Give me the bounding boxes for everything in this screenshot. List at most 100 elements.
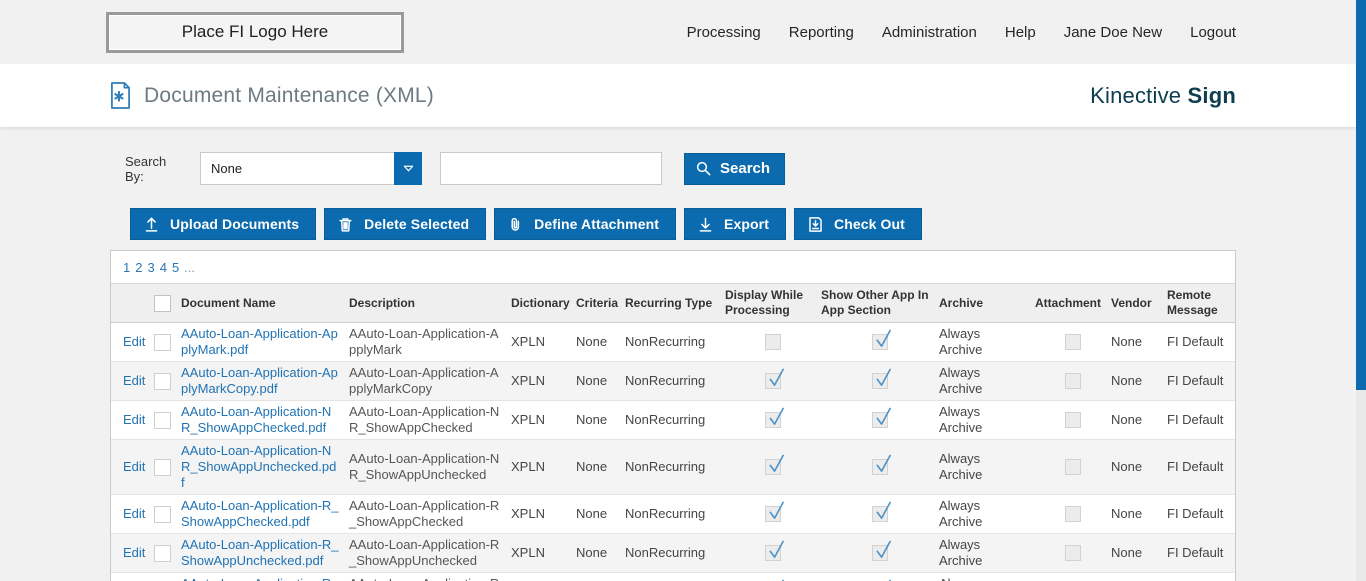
search-input[interactable] <box>440 152 662 185</box>
scrollbar-thumb[interactable] <box>1356 0 1366 390</box>
row-select-checkbox[interactable] <box>154 372 171 390</box>
row-select-checkbox[interactable] <box>154 411 171 429</box>
page-ellipsis[interactable]: ... <box>184 260 196 275</box>
define-attachment-button[interactable]: Define Attachment <box>494 208 677 240</box>
row-select-checkbox[interactable] <box>154 544 171 562</box>
edit-link[interactable]: Edit <box>123 373 146 388</box>
display-while-processing-checkbox <box>765 368 784 390</box>
search-button[interactable]: Search <box>684 152 786 185</box>
document-name-link[interactable]: AAuto-Loan-Application-R_ShowAppChecked.… <box>181 498 339 529</box>
description-cell: AAuto-Loan-Application-ApplyMark <box>349 326 499 357</box>
document-name-link[interactable]: AAuto-Loan-Application-RS-AFD731-test.pd… <box>181 576 339 581</box>
vendor-cell: None <box>1111 573 1167 581</box>
page-link-4[interactable]: 4 <box>159 260 167 275</box>
search-by-label: Search By: <box>125 153 167 184</box>
vertical-scrollbar <box>1356 0 1366 581</box>
edit-link[interactable]: Edit <box>123 506 146 521</box>
delete-selected-button[interactable]: Delete Selected <box>324 208 487 240</box>
remote-message-cell: FI Default <box>1167 573 1235 581</box>
edit-link[interactable]: Edit <box>123 412 146 427</box>
chevron-down-icon[interactable] <box>394 152 422 185</box>
vendor-cell: None <box>1111 334 1143 349</box>
recurring-type-cell: NonRecurring <box>625 459 706 474</box>
toolbar: Upload Documents Delete Selected Define At… <box>130 208 1236 240</box>
row-select-checkbox[interactable] <box>154 333 171 351</box>
remote-message-cell: FI Default <box>1167 506 1224 521</box>
dictionary-cell: XPLN <box>511 545 545 560</box>
search-by-select[interactable]: None <box>200 152 422 185</box>
export-button[interactable]: Export <box>684 208 786 240</box>
remote-message-cell: FI Default <box>1167 373 1224 388</box>
nav-item-processing[interactable]: Processing <box>686 23 761 41</box>
archive-cell: Always Archive <box>939 365 983 396</box>
vendor-cell: None <box>1111 412 1143 427</box>
fi-logo-placeholder: Place FI Logo Here <box>106 11 404 53</box>
page-link-2[interactable]: 2 <box>135 260 143 275</box>
button-label: Upload Documents <box>170 216 300 232</box>
recurring-type-cell: NonRecurring <box>625 545 706 560</box>
dictionary-cell: XPLN <box>511 573 576 581</box>
row-select-checkbox[interactable] <box>154 458 171 476</box>
recurring-type-cell: NonRecurring <box>625 334 706 349</box>
attachment-checkbox <box>1065 373 1081 390</box>
attachment-checkbox <box>1065 545 1081 562</box>
dictionary-cell: XPLN <box>511 459 545 474</box>
document-name-link[interactable]: AAuto-Loan-Application-ApplyMarkCopy.pdf <box>181 365 338 396</box>
document-name-link[interactable]: AAuto-Loan-Application-ApplyMark.pdf <box>181 326 338 357</box>
search-button-label: Search <box>720 160 771 177</box>
col-document-name: Document Name <box>181 283 349 323</box>
document-name-link[interactable]: AAuto-Loan-Application-NR_ShowAppChecked… <box>181 404 332 435</box>
nav-item-administration[interactable]: Administration <box>881 23 977 41</box>
edit-link[interactable]: Edit <box>123 459 146 474</box>
vendor-cell: None <box>1111 545 1143 560</box>
remote-message-cell: FI Default <box>1167 545 1224 560</box>
criteria-cell: None <box>576 459 608 474</box>
nav-item-reporting[interactable]: Reporting <box>788 23 854 41</box>
check-out-button[interactable]: Check Out <box>794 208 922 240</box>
export-icon <box>697 216 714 233</box>
document-name-link[interactable]: AAuto-Loan-Application-NR_ShowAppUncheck… <box>181 443 337 490</box>
attachment-checkbox <box>1065 506 1081 523</box>
col-vendor: Vendor <box>1111 283 1167 323</box>
col-remote-message: Remote Message <box>1167 283 1235 323</box>
attachment-checkbox <box>1065 334 1081 351</box>
button-label: Check Out <box>834 216 905 232</box>
col-criteria: Criteria <box>576 283 625 323</box>
nav-item-jane-doe-new[interactable]: Jane Doe New <box>1063 23 1163 41</box>
row-select-checkbox[interactable] <box>154 505 171 523</box>
select-all-checkbox[interactable] <box>154 294 171 312</box>
nav-item-help[interactable]: Help <box>1004 23 1036 41</box>
button-label: Delete Selected <box>364 216 470 232</box>
search-by-selected-value: None <box>211 161 243 176</box>
upload-icon <box>143 216 160 233</box>
recurring-type-cell: NonRecurring <box>625 506 706 521</box>
brand-product: Sign <box>1187 82 1236 108</box>
nav-item-logout[interactable]: Logout <box>1190 23 1236 41</box>
page-link-5[interactable]: 5 <box>171 260 180 275</box>
vendor-cell: None <box>1111 459 1143 474</box>
checkout-icon <box>807 216 824 233</box>
title-band: Document Maintenance (XML) Kinective Sig… <box>0 64 1356 127</box>
edit-link[interactable]: Edit <box>123 545 146 560</box>
description-cell: AAuto-Loan-Application-ApplyMarkCopy <box>349 365 499 396</box>
show-other-app-checkbox <box>872 540 891 562</box>
page-link-3[interactable]: 3 <box>147 260 155 275</box>
criteria-cell: None <box>576 506 608 521</box>
recurring-type-cell: NonRecurring <box>625 573 725 581</box>
brand-logo: Kinective Sign <box>1090 83 1236 109</box>
document-name-link[interactable]: AAuto-Loan-Application-R_ShowAppUnchecke… <box>181 537 339 568</box>
show-other-app-checkbox <box>872 329 891 351</box>
xml-document-icon <box>108 81 133 110</box>
archive-cell: Always Archive <box>939 537 983 568</box>
table-row: Edit AAuto-Loan-Application-R_ShowAppUnc… <box>111 533 1235 573</box>
recurring-type-cell: NonRecurring <box>625 373 706 388</box>
display-while-processing-checkbox <box>765 407 784 429</box>
page-link-1[interactable]: 1 <box>123 260 131 275</box>
description-cell: AAuto-Loan-Application-R_ShowAppUnchecke… <box>349 537 500 568</box>
upload-documents-button[interactable]: Upload Documents <box>130 208 317 240</box>
remote-message-cell: FI Default <box>1167 459 1224 474</box>
show-other-app-checkbox <box>872 454 891 476</box>
edit-link[interactable]: Edit <box>123 334 146 349</box>
col-display-while-processing: Display While Processing <box>725 283 821 323</box>
col-archive: Archive <box>939 283 1035 323</box>
